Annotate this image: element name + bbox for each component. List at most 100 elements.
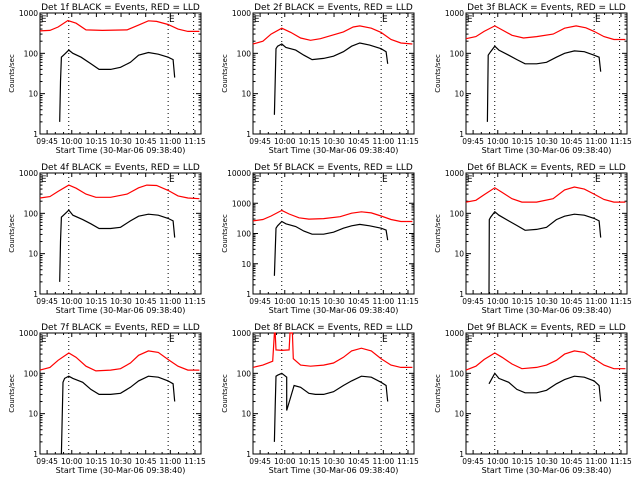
plot-frame (252, 332, 415, 455)
x-tick-label: 09:45 (462, 137, 484, 146)
events-series-line (273, 220, 389, 276)
panel-title: Det 3f BLACK = Events, RED = LLD (467, 3, 626, 13)
x-tick-label: 11:15 (184, 137, 206, 146)
y-axis-label: Counts/sec (434, 374, 442, 413)
y-tick-label: 10 (28, 250, 38, 259)
y-tick-label: 1 (459, 130, 464, 139)
x-tick-label: 09:45 (462, 297, 484, 306)
x-tick-label: 09:45 (462, 457, 484, 466)
x-tick-label: 11:15 (610, 297, 632, 306)
events-series-line (59, 49, 176, 122)
y-tick-label: 1000 (232, 329, 251, 338)
y-tick-label: 10 (241, 410, 251, 419)
y-tick-label: 10 (241, 90, 251, 99)
y-tick-label: 10 (28, 90, 38, 99)
x-tick-label: 11:00 (373, 297, 395, 306)
y-axis-label: Counts/sec (8, 214, 16, 253)
e-marker: E (254, 335, 260, 345)
e-marker: E (382, 175, 388, 185)
e-marker: E (41, 15, 47, 25)
panel-title: Det 1f BLACK = Events, RED = LLD (41, 3, 200, 13)
y-tick-label: 1 (459, 450, 464, 459)
y-tick-label: 1 (33, 290, 38, 299)
x-tick-label: 10:45 (348, 137, 370, 146)
x-tick-label: 10:45 (135, 297, 157, 306)
y-axis-label: Counts/sec (434, 214, 442, 253)
x-tick-label: 10:00 (487, 297, 509, 306)
y-axis-label: Counts/sec (8, 54, 16, 93)
y-tick-label: 10 (454, 410, 464, 419)
x-tick-label: 10:45 (135, 457, 157, 466)
y-tick-label: 1000 (445, 169, 464, 178)
x-axis-label: Start Time (30-Mar-06 09:38:40) (482, 306, 612, 315)
plot-frame (465, 332, 628, 455)
x-tick-label: 10:00 (274, 137, 296, 146)
y-tick-label: 1 (459, 290, 464, 299)
y-tick-label: 1000 (445, 9, 464, 18)
y-tick-label: 10000 (227, 169, 251, 178)
x-tick-label: 10:15 (299, 137, 321, 146)
y-tick-label: 1000 (19, 169, 38, 178)
x-tick-label: 11:15 (610, 137, 632, 146)
x-tick-label: 10:15 (299, 297, 321, 306)
panel-title: Det 5f BLACK = Events, RED = LLD (254, 163, 413, 173)
x-axis-label: Start Time (30-Mar-06 09:38:40) (56, 306, 186, 315)
x-axis-label: Start Time (30-Mar-06 09:38:40) (482, 146, 612, 155)
x-axis-label: Start Time (30-Mar-06 09:38:40) (56, 146, 186, 155)
x-tick-label: 10:00 (487, 137, 509, 146)
events-series-line (488, 210, 602, 295)
lld-series-line (465, 25, 626, 41)
y-tick-label: 100 (24, 209, 39, 218)
x-tick-label: 11:15 (397, 457, 419, 466)
plot-frame (465, 12, 628, 135)
x-tick-label: 09:45 (249, 297, 271, 306)
y-tick-label: 1000 (445, 329, 464, 338)
y-tick-label: 1000 (19, 329, 38, 338)
x-tick-label: 10:15 (86, 457, 108, 466)
x-axis-label: Start Time (30-Mar-06 09:38:40) (56, 466, 186, 475)
x-tick-label: 10:30 (323, 297, 345, 306)
x-tick-label: 10:00 (61, 297, 83, 306)
plot-frame (465, 172, 628, 295)
x-tick-label: 09:45 (36, 137, 58, 146)
e-marker: E (467, 175, 473, 185)
plot-frame (252, 172, 415, 295)
y-axis-label: Counts/sec (221, 374, 229, 413)
x-tick-label: 10:00 (274, 297, 296, 306)
lld-series-line (39, 19, 200, 32)
x-tick-label: 11:15 (184, 297, 206, 306)
e-marker: E (254, 15, 260, 25)
y-axis-label: Counts/sec (434, 54, 442, 93)
x-tick-label: 09:45 (36, 297, 58, 306)
y-tick-label: 10 (454, 90, 464, 99)
plot-frame (39, 172, 202, 295)
x-tick-label: 10:15 (86, 297, 108, 306)
x-tick-label: 10:30 (110, 137, 132, 146)
x-tick-label: 10:45 (561, 137, 583, 146)
e-marker: E (169, 175, 175, 185)
x-tick-label: 10:30 (323, 137, 345, 146)
y-tick-label: 10 (241, 260, 251, 269)
plot-frame (39, 12, 202, 135)
lld-series-line (465, 186, 626, 203)
panel-title: Det 7f BLACK = Events, RED = LLD (41, 323, 200, 333)
panel-title: Det 4f BLACK = Events, RED = LLD (41, 163, 200, 173)
lld-series-line (252, 332, 413, 368)
y-tick-label: 100 (24, 369, 39, 378)
y-tick-label: 10 (28, 410, 38, 419)
x-tick-label: 10:30 (110, 457, 132, 466)
e-marker: E (382, 335, 388, 345)
x-tick-label: 10:00 (274, 457, 296, 466)
lld-series-line (252, 25, 413, 45)
x-tick-label: 10:30 (323, 457, 345, 466)
y-tick-label: 100 (237, 369, 252, 378)
x-tick-label: 10:15 (512, 457, 534, 466)
x-tick-label: 11:15 (397, 297, 419, 306)
x-tick-label: 11:00 (160, 297, 182, 306)
x-tick-label: 11:15 (610, 457, 632, 466)
y-axis-label: Counts/sec (8, 374, 16, 413)
lld-series-line (252, 209, 413, 223)
y-tick-label: 1 (33, 130, 38, 139)
y-tick-label: 1 (246, 290, 251, 299)
